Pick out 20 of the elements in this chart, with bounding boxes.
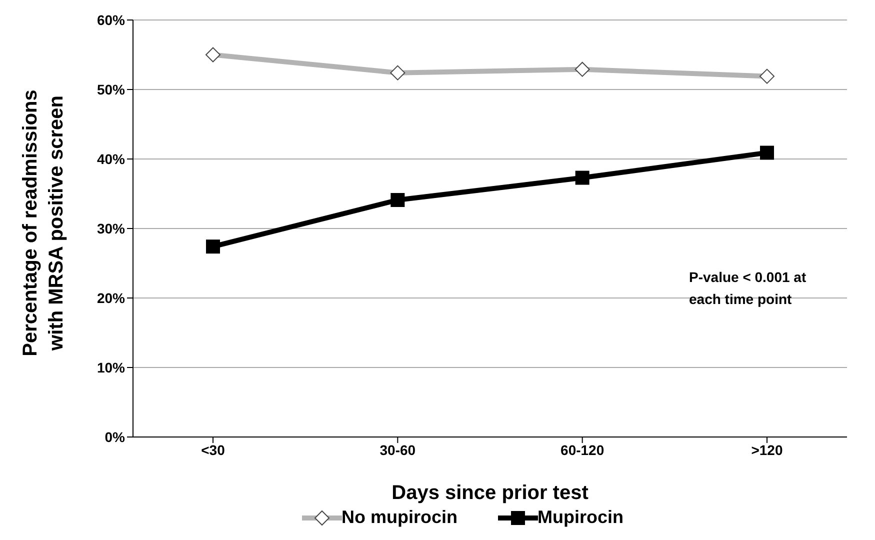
x-tick-label: 30-60 xyxy=(380,442,416,458)
y-tick-label: 10% xyxy=(96,359,126,376)
point xyxy=(760,146,774,160)
legend-label: No mupirocin xyxy=(342,507,458,528)
point xyxy=(390,193,405,208)
y-tick-label: 30% xyxy=(96,220,126,236)
y-tick-label: 60% xyxy=(96,12,126,28)
y-tick-label: 20% xyxy=(96,290,126,306)
point xyxy=(575,170,590,185)
y-tick-label: 0% xyxy=(104,428,126,445)
x-tick-label: 60-120 xyxy=(560,442,604,458)
legend-label: Mupirocin xyxy=(538,507,624,528)
x-tick-label: >120 xyxy=(751,442,783,458)
y-tick-label: 50% xyxy=(96,81,126,98)
y-axis-title: Percentage of readmissions with MRSA positive screen xyxy=(18,89,68,356)
annotation: P-value < 0.001 at each time point xyxy=(689,268,808,309)
x-tick-label: <30 xyxy=(201,442,226,458)
x-axis-title: Days since prior test xyxy=(392,482,589,504)
y-tick-label: 40% xyxy=(96,150,126,167)
point xyxy=(206,240,220,254)
